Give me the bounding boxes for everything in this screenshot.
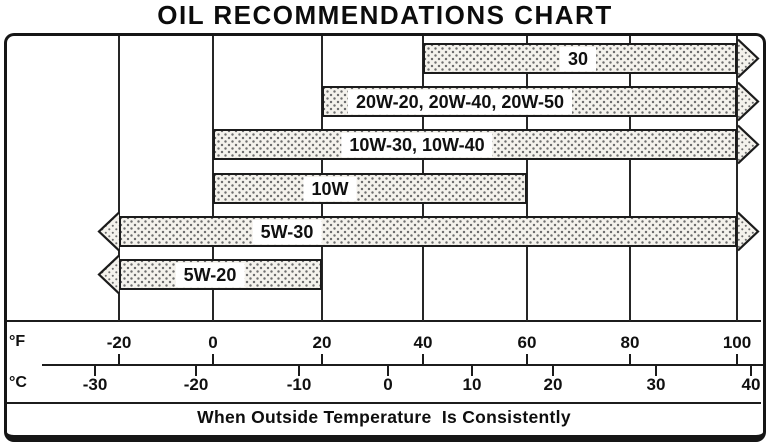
fahrenheit-tick-mark (422, 354, 424, 364)
gridline-80f (629, 36, 631, 321)
celsius-tick-mark (195, 366, 197, 376)
fahrenheit-tick-label: 40 (413, 333, 433, 352)
gridline-100f (736, 36, 738, 321)
bar-label: 5W-30 (252, 220, 322, 244)
fahrenheit-tick-label: 60 (517, 333, 537, 352)
celsius-tick-label: 0 (383, 375, 393, 394)
bar-label: 30 (559, 47, 597, 71)
celsius-tick-mark (750, 366, 752, 376)
fahrenheit-tick-mark (212, 354, 214, 364)
range-open-right-arrow-icon (737, 81, 760, 122)
oil-range-bar-5w-30 (119, 216, 737, 247)
fahrenheit-tick-label: -20 (106, 333, 132, 352)
bar-label: 5W-20 (175, 263, 245, 287)
fahrenheit-tick-label: 80 (620, 333, 640, 352)
plot-bottom-border (7, 320, 761, 322)
celsius-tick-mark (471, 366, 473, 376)
range-open-left-arrow-icon (97, 254, 120, 295)
celsius-tick-label: -20 (183, 375, 209, 394)
fahrenheit-tick-label: 20 (312, 333, 332, 352)
celsius-tick-label: -10 (286, 375, 312, 394)
fahrenheit-tick-mark (118, 354, 120, 364)
celsius-tick-mark (298, 366, 300, 376)
fahrenheit-tick-label: 0 (208, 333, 218, 352)
temperature-axis-line (42, 364, 763, 366)
oil-range-bar-10w (213, 173, 527, 204)
fahrenheit-tick-mark (736, 354, 738, 364)
fahrenheit-tick-mark (321, 354, 323, 364)
bar-label: 10W-30, 10W-40 (341, 133, 493, 157)
gridline-60f (526, 36, 528, 321)
range-open-left-arrow-icon (97, 211, 120, 252)
celsius-tick-label: 30 (646, 375, 666, 394)
range-open-right-arrow-icon (737, 38, 760, 79)
caption-separator-line (7, 402, 761, 404)
gridline--20f (118, 36, 120, 321)
chart-frame (4, 33, 766, 442)
bar-label: 20W-20, 20W-40, 20W-50 (347, 90, 573, 114)
celsius-tick-label: 40 (741, 375, 761, 394)
range-open-right-arrow-icon (737, 124, 760, 165)
range-open-right-arrow-icon (737, 211, 760, 252)
fahrenheit-unit-label: °F (9, 333, 26, 350)
celsius-tick-mark (387, 366, 389, 376)
chart-title: OIL RECOMMENDATIONS CHART (157, 0, 613, 30)
fahrenheit-tick-label: 100 (722, 333, 752, 352)
celsius-tick-mark (552, 366, 554, 376)
fahrenheit-tick-mark (629, 354, 631, 364)
celsius-unit-label: °C (9, 374, 27, 391)
celsius-tick-mark (94, 366, 96, 376)
fahrenheit-tick-mark (526, 354, 528, 364)
axis-caption: When Outside Temperature Is Consistently (197, 407, 571, 427)
celsius-tick-mark (655, 366, 657, 376)
celsius-tick-label: 20 (543, 375, 563, 394)
celsius-tick-label: -30 (82, 375, 108, 394)
celsius-tick-label: 10 (462, 375, 482, 394)
bar-label: 10W (303, 177, 357, 201)
